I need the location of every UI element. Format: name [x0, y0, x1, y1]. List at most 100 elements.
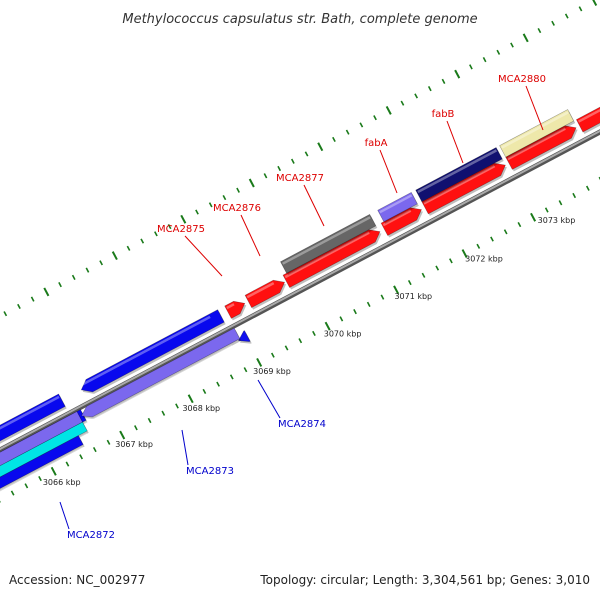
cog-box-3	[415, 147, 503, 203]
outer-tick	[414, 93, 419, 99]
gene-arrow-blue-left	[0, 393, 66, 442]
gene-arrow-mca2875-highlight	[226, 303, 235, 310]
outer-tick	[111, 251, 118, 261]
leader-line-faba	[379, 149, 398, 194]
gene-label-fabb: fabB	[432, 109, 455, 120]
outer-tick	[564, 13, 569, 19]
gene-arrow-mca2873-highlight	[85, 344, 233, 425]
scale-label: 3068 kbp	[182, 404, 220, 413]
outer-tick	[373, 115, 377, 121]
outer-tick	[85, 267, 90, 273]
inner-tick	[24, 483, 29, 489]
inner-tick	[324, 321, 331, 331]
genome-summary-text: Topology: circular; Length: 3,304,561 bp…	[260, 573, 590, 587]
outer-tick	[180, 214, 187, 224]
outer-tick	[537, 27, 542, 34]
outer-tick	[385, 105, 392, 115]
inner-tick	[229, 374, 234, 380]
leader-line-mca2877	[303, 184, 325, 227]
inner-tick	[572, 192, 577, 199]
inner-tick	[490, 236, 494, 242]
outer-tick	[140, 238, 145, 244]
inner-tick	[65, 461, 70, 467]
inner-tick	[312, 330, 316, 336]
backbone	[0, 129, 600, 451]
leader-line-mca2876	[240, 214, 261, 257]
gene-label-mca2877: MCA2877	[276, 173, 324, 184]
inner-tick	[175, 403, 179, 409]
scale-labels: 3066 kbp 3067 kbp 3068 kbp 3069 kbp 3070 kbp…	[43, 216, 576, 487]
gene-arrow-mca2876-highlight	[246, 282, 275, 299]
outer-tick	[3, 311, 8, 317]
inner-tick	[353, 309, 357, 315]
cog-box-2-highlight	[379, 194, 413, 214]
gene-label-mca2872: MCA2872	[67, 530, 115, 541]
gene-arrow-next-highlight	[578, 108, 600, 123]
scale-label: 3066 kbp	[43, 478, 81, 487]
gene-arrow-mca2876	[244, 279, 286, 309]
gene-label-faba: fabA	[365, 138, 388, 149]
gene-arrow-mca2872	[0, 421, 88, 478]
leader-line-mca2880	[525, 85, 544, 131]
outer-tick	[496, 49, 501, 55]
outer-tick	[195, 209, 199, 215]
outer-tick	[263, 173, 268, 179]
leader-line-fabb	[446, 120, 464, 164]
inner-tick	[298, 338, 303, 344]
inner-tick	[503, 229, 508, 235]
backbone-layer	[0, 129, 600, 453]
inner-tick	[585, 185, 590, 191]
inner-tick	[256, 357, 263, 367]
cog-box-3-highlight	[417, 149, 498, 194]
gene-arrow-mca2877	[282, 229, 381, 288]
leader-line-mca2874	[257, 379, 281, 419]
inner-tick	[119, 430, 126, 440]
gene-arrow-blue-left-highlight	[0, 395, 60, 430]
inner-tick	[517, 221, 522, 228]
gene-arrow-blue-long	[80, 309, 225, 393]
leader-line-mca2875	[184, 235, 223, 277]
inner-tick	[92, 446, 97, 453]
gene-label-mca2876: MCA2876	[213, 203, 261, 214]
scale-label: 3073 kbp	[538, 216, 576, 225]
gene-arrow-mca2880	[505, 125, 577, 170]
outer-tick	[17, 303, 21, 309]
outer-tick	[167, 223, 172, 230]
cog-box-4	[499, 109, 575, 158]
feature-layer	[0, 106, 600, 493]
leader-line-mca2873	[181, 429, 189, 466]
outer-tick	[277, 165, 282, 172]
inner-tick	[10, 490, 15, 496]
outer-tick	[222, 194, 227, 201]
inner-tick	[284, 345, 289, 351]
gene-arrow-next	[575, 106, 600, 133]
outer-tick	[236, 187, 240, 193]
gene-arrow-faba-highlight	[382, 209, 412, 227]
outer-tick	[154, 231, 158, 237]
outer-tick	[304, 151, 309, 157]
tick-marks	[0, 0, 600, 503]
outer-tick	[454, 69, 461, 79]
inner-tick	[106, 439, 111, 445]
inner-tick	[476, 243, 481, 249]
inner-tick	[544, 207, 549, 213]
outer-tick	[317, 142, 324, 152]
inner-tick	[530, 212, 537, 222]
outer-tick	[332, 136, 336, 143]
gene-arrow-mca2877-highlight	[284, 231, 370, 279]
scale-label: 3071 kbp	[394, 292, 432, 301]
gene-arrow-blue-inner	[0, 435, 84, 489]
inner-tick	[421, 272, 426, 278]
leader-line-mca2872	[59, 501, 70, 530]
cog-box-4-highlight	[501, 111, 569, 149]
outer-tick	[427, 86, 432, 92]
gene-arrow-mca2880-highlight	[507, 127, 566, 161]
inner-tick	[339, 316, 344, 322]
cog-box-1	[280, 213, 377, 274]
gene-arrow-mca2875	[224, 300, 246, 319]
outer-tick	[58, 282, 62, 288]
map-title: Methylococcus capsulatus str. Bath, comp…	[122, 12, 477, 27]
gene-label-mca2873: MCA2873	[186, 466, 234, 477]
outer-tick	[592, 0, 598, 6]
outer-tick	[248, 178, 255, 188]
